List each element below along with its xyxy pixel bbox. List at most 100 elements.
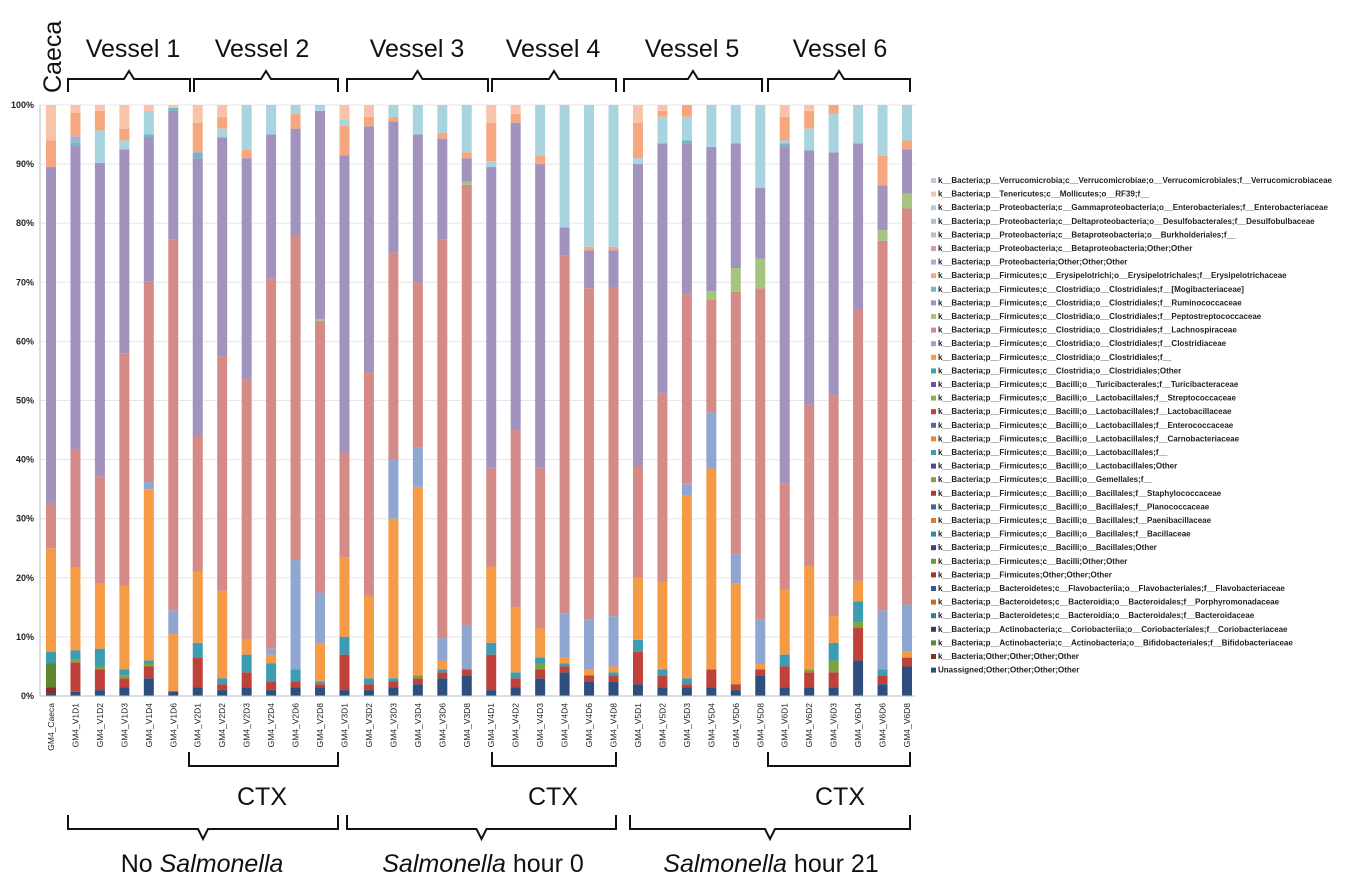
bar-segment xyxy=(241,379,252,640)
bar-segment xyxy=(461,158,472,182)
legend-label: k__Bacteria;p__Firmicutes;c__Bacilli;o__… xyxy=(938,448,1168,457)
bar-segment xyxy=(608,616,619,667)
y-tick-label: 100% xyxy=(11,100,34,110)
bar-segment xyxy=(290,687,301,696)
bar-segment xyxy=(437,669,448,673)
bar-segment xyxy=(828,395,839,617)
bar-segment xyxy=(241,639,252,655)
bar-segment xyxy=(877,240,888,611)
bar-segment xyxy=(461,625,472,670)
legend-label: k__Bacteria;p__Firmicutes;c__Clostridia;… xyxy=(938,339,1227,348)
bar-segment xyxy=(706,146,717,292)
bar-segment xyxy=(70,662,81,692)
legend-swatch xyxy=(931,327,936,333)
bar-segment xyxy=(681,678,692,685)
bar-segment xyxy=(902,651,912,658)
bar-segment xyxy=(290,681,301,688)
legend-label: k__Bacteria;p__Firmicutes;c__Bacilli;o__… xyxy=(938,530,1191,539)
bar-segment xyxy=(119,687,130,696)
bar-segment xyxy=(46,140,56,168)
x-tick-label: GM4_V5D8 xyxy=(755,703,765,748)
legend-swatch xyxy=(931,667,936,673)
bar-segment xyxy=(315,684,326,688)
bar-segment xyxy=(192,642,203,658)
bar-segment xyxy=(94,648,105,667)
legend-swatch xyxy=(931,490,936,496)
bar-segment xyxy=(168,110,179,240)
bar-segment xyxy=(168,633,179,692)
bar-segment xyxy=(804,404,815,566)
bar-segment xyxy=(608,672,619,676)
bar-segment xyxy=(217,690,228,696)
bar-segment xyxy=(266,654,277,664)
bar-segment xyxy=(632,105,643,123)
ctx-bracket xyxy=(767,752,911,767)
bar-segment xyxy=(437,239,448,639)
vessel-bracket xyxy=(491,69,617,92)
bar-segment xyxy=(608,250,619,288)
x-tick-label: GM4_V1D1 xyxy=(70,703,80,748)
bar-segment xyxy=(804,128,815,151)
legend-swatch xyxy=(931,300,936,306)
bar-segment xyxy=(804,672,815,688)
bar-segment xyxy=(657,116,668,144)
bar-segment xyxy=(608,666,619,673)
bar-segment xyxy=(143,134,154,138)
bar-segment xyxy=(706,669,717,688)
bar-segment xyxy=(143,663,154,667)
legend-swatch xyxy=(931,178,936,183)
bar-segment xyxy=(94,669,105,691)
bar-segment xyxy=(877,185,888,231)
bar-segment xyxy=(804,669,815,673)
bar-segment xyxy=(877,684,888,696)
bar-segment xyxy=(632,158,643,165)
legend-label: k__Bacteria;p__Proteobacteria;c__Gammapr… xyxy=(938,203,1329,212)
legend-label: k__Bacteria;p__Actinobacteria;c__Actinob… xyxy=(938,638,1293,647)
bar-segment xyxy=(70,691,81,696)
bar-segment xyxy=(437,132,448,139)
bar-segment xyxy=(608,105,619,247)
bar-segment xyxy=(94,666,105,670)
ctx-bracket xyxy=(188,752,339,767)
bar-segment xyxy=(535,657,546,664)
bar-segment xyxy=(412,447,423,487)
legend-label: k__Bacteria;p__Proteobacteria;c__Deltapr… xyxy=(938,217,1315,226)
bar-segment xyxy=(486,654,497,691)
bar-segment xyxy=(412,486,423,676)
legend-swatch xyxy=(931,599,936,605)
bar-segment xyxy=(828,687,839,696)
bar-segment xyxy=(804,565,815,670)
legend-label: k__Bacteria;p__Firmicutes;c__Clostridia;… xyxy=(938,326,1237,335)
group-bracket xyxy=(67,815,339,842)
x-tick-label: GM4_Caeca xyxy=(46,703,56,751)
bar-segment xyxy=(192,687,203,696)
bar-segment xyxy=(290,128,301,236)
x-tick-label: GM4_V6D8 xyxy=(902,703,912,748)
bar-segment xyxy=(755,258,766,289)
ctx-label-3: CTX xyxy=(815,783,865,811)
bar-segment xyxy=(535,678,546,696)
legend-label: k__Bacteria;p__Tenericutes;c__Mollicutes… xyxy=(938,190,1150,199)
x-tick-label: GM4_V6D1 xyxy=(780,703,790,748)
bar-segment xyxy=(779,116,790,141)
bar-segment xyxy=(119,678,130,688)
bar-segment xyxy=(143,105,154,111)
vessel-3-label: Vessel 3 xyxy=(370,35,465,63)
bar-segment xyxy=(217,684,228,691)
legend-swatch xyxy=(931,436,936,442)
legend-swatch xyxy=(931,246,936,251)
bar-segment xyxy=(241,654,252,673)
legend-swatch xyxy=(931,463,936,469)
legend-label: k__Bacteria;p__Firmicutes;c__Bacilli;o__… xyxy=(938,407,1232,416)
legend-swatch xyxy=(931,654,936,659)
legend-swatch xyxy=(931,341,936,347)
x-tick-label: GM4_V3D8 xyxy=(462,703,472,748)
bar-segment xyxy=(119,105,130,129)
bar-segment xyxy=(241,672,252,688)
bar-segment xyxy=(828,642,839,661)
y-tick-label: 50% xyxy=(16,396,34,406)
bar-segment xyxy=(143,489,154,661)
bar-segment xyxy=(681,294,692,484)
bar-segment xyxy=(877,675,888,685)
bar-segment xyxy=(755,675,766,696)
